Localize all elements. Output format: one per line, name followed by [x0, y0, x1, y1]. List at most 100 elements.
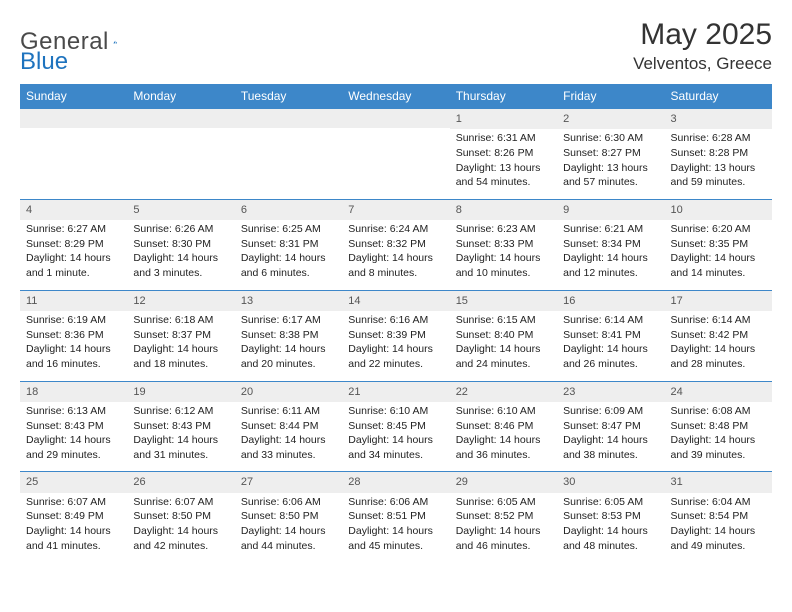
day-body: Sunrise: 6:30 AMSunset: 8:27 PMDaylight:… — [557, 129, 664, 199]
day-body: Sunrise: 6:07 AMSunset: 8:50 PMDaylight:… — [127, 493, 234, 563]
sunrise-text: Sunrise: 6:26 AM — [133, 223, 228, 237]
sunset-text: Sunset: 8:31 PM — [241, 238, 336, 252]
day-number: 16 — [557, 291, 664, 311]
sunrise-text: Sunrise: 6:19 AM — [26, 314, 121, 328]
daylight-text-1: Daylight: 14 hours — [671, 434, 766, 448]
sunrise-text: Sunrise: 6:08 AM — [671, 405, 766, 419]
sunrise-text: Sunrise: 6:25 AM — [241, 223, 336, 237]
month-title: May 2025 — [633, 18, 772, 52]
daylight-text-1: Daylight: 14 hours — [241, 252, 336, 266]
day-number: 1 — [450, 109, 557, 129]
day-number: 21 — [342, 382, 449, 402]
daylight-text-2: and 3 minutes. — [133, 267, 228, 281]
day-number: 10 — [665, 200, 772, 220]
weekday-header: Monday — [127, 84, 234, 109]
day-body: Sunrise: 6:20 AMSunset: 8:35 PMDaylight:… — [665, 220, 772, 290]
calendar-day-cell: 28Sunrise: 6:06 AMSunset: 8:51 PMDayligh… — [342, 472, 449, 562]
calendar-day-cell: 27Sunrise: 6:06 AMSunset: 8:50 PMDayligh… — [235, 472, 342, 562]
sunrise-text: Sunrise: 6:14 AM — [671, 314, 766, 328]
day-body: Sunrise: 6:26 AMSunset: 8:30 PMDaylight:… — [127, 220, 234, 290]
day-body: Sunrise: 6:19 AMSunset: 8:36 PMDaylight:… — [20, 311, 127, 381]
day-number: 23 — [557, 382, 664, 402]
day-number: 24 — [665, 382, 772, 402]
daylight-text-2: and 6 minutes. — [241, 267, 336, 281]
daylight-text-1: Daylight: 14 hours — [241, 525, 336, 539]
daylight-text-2: and 12 minutes. — [563, 267, 658, 281]
weekday-header: Thursday — [450, 84, 557, 109]
calendar-day-cell: 14Sunrise: 6:16 AMSunset: 8:39 PMDayligh… — [342, 290, 449, 381]
daylight-text-2: and 42 minutes. — [133, 540, 228, 554]
sunrise-text: Sunrise: 6:07 AM — [133, 496, 228, 510]
sunrise-text: Sunrise: 6:20 AM — [671, 223, 766, 237]
day-body: Sunrise: 6:25 AMSunset: 8:31 PMDaylight:… — [235, 220, 342, 290]
daylight-text-1: Daylight: 14 hours — [133, 343, 228, 357]
day-body: Sunrise: 6:08 AMSunset: 8:48 PMDaylight:… — [665, 402, 772, 472]
sunset-text: Sunset: 8:44 PM — [241, 420, 336, 434]
day-number: 5 — [127, 200, 234, 220]
day-number: 15 — [450, 291, 557, 311]
daylight-text-2: and 22 minutes. — [348, 358, 443, 372]
sunset-text: Sunset: 8:49 PM — [26, 510, 121, 524]
daylight-text-1: Daylight: 14 hours — [348, 434, 443, 448]
sunset-text: Sunset: 8:45 PM — [348, 420, 443, 434]
sunset-text: Sunset: 8:38 PM — [241, 329, 336, 343]
day-number: 8 — [450, 200, 557, 220]
sunrise-text: Sunrise: 6:04 AM — [671, 496, 766, 510]
daylight-text-1: Daylight: 14 hours — [348, 252, 443, 266]
calendar-day-cell: 29Sunrise: 6:05 AMSunset: 8:52 PMDayligh… — [450, 472, 557, 562]
calendar-day-cell: 15Sunrise: 6:15 AMSunset: 8:40 PMDayligh… — [450, 290, 557, 381]
daylight-text-1: Daylight: 14 hours — [241, 343, 336, 357]
sunset-text: Sunset: 8:47 PM — [563, 420, 658, 434]
sunset-text: Sunset: 8:48 PM — [671, 420, 766, 434]
sunrise-text: Sunrise: 6:17 AM — [241, 314, 336, 328]
daylight-text-2: and 24 minutes. — [456, 358, 551, 372]
sunset-text: Sunset: 8:41 PM — [563, 329, 658, 343]
calendar-day-cell: 1Sunrise: 6:31 AMSunset: 8:26 PMDaylight… — [450, 109, 557, 200]
calendar-week-row: 4Sunrise: 6:27 AMSunset: 8:29 PMDaylight… — [20, 199, 772, 290]
calendar-week-row: 1Sunrise: 6:31 AMSunset: 8:26 PMDaylight… — [20, 109, 772, 200]
day-number: 20 — [235, 382, 342, 402]
weekday-header-row: Sunday Monday Tuesday Wednesday Thursday… — [20, 84, 772, 109]
calendar-day-cell: 16Sunrise: 6:14 AMSunset: 8:41 PMDayligh… — [557, 290, 664, 381]
sunset-text: Sunset: 8:40 PM — [456, 329, 551, 343]
calendar-week-row: 11Sunrise: 6:19 AMSunset: 8:36 PMDayligh… — [20, 290, 772, 381]
calendar-day-cell: 3Sunrise: 6:28 AMSunset: 8:28 PMDaylight… — [665, 109, 772, 200]
weekday-header: Wednesday — [342, 84, 449, 109]
sunset-text: Sunset: 8:42 PM — [671, 329, 766, 343]
sunset-text: Sunset: 8:52 PM — [456, 510, 551, 524]
daylight-text-2: and 54 minutes. — [456, 176, 551, 190]
sunrise-text: Sunrise: 6:27 AM — [26, 223, 121, 237]
sunset-text: Sunset: 8:54 PM — [671, 510, 766, 524]
day-number: 6 — [235, 200, 342, 220]
daylight-text-2: and 29 minutes. — [26, 449, 121, 463]
sunrise-text: Sunrise: 6:13 AM — [26, 405, 121, 419]
daylight-text-2: and 31 minutes. — [133, 449, 228, 463]
day-body: Sunrise: 6:12 AMSunset: 8:43 PMDaylight:… — [127, 402, 234, 472]
sunrise-text: Sunrise: 6:14 AM — [563, 314, 658, 328]
sunset-text: Sunset: 8:51 PM — [348, 510, 443, 524]
daylight-text-2: and 16 minutes. — [26, 358, 121, 372]
calendar-day-cell: 11Sunrise: 6:19 AMSunset: 8:36 PMDayligh… — [20, 290, 127, 381]
daylight-text-1: Daylight: 14 hours — [133, 434, 228, 448]
day-number: 30 — [557, 472, 664, 492]
sunset-text: Sunset: 8:50 PM — [133, 510, 228, 524]
calendar-day-cell — [235, 109, 342, 200]
daylight-text-2: and 57 minutes. — [563, 176, 658, 190]
calendar-day-cell — [342, 109, 449, 200]
day-body: Sunrise: 6:27 AMSunset: 8:29 PMDaylight:… — [20, 220, 127, 290]
daylight-text-2: and 14 minutes. — [671, 267, 766, 281]
sunrise-text: Sunrise: 6:07 AM — [26, 496, 121, 510]
day-body: Sunrise: 6:28 AMSunset: 8:28 PMDaylight:… — [665, 129, 772, 199]
day-number: 19 — [127, 382, 234, 402]
sunrise-text: Sunrise: 6:10 AM — [456, 405, 551, 419]
weekday-header: Saturday — [665, 84, 772, 109]
daylight-text-2: and 33 minutes. — [241, 449, 336, 463]
daylight-text-1: Daylight: 14 hours — [26, 434, 121, 448]
day-number: 2 — [557, 109, 664, 129]
calendar-day-cell: 9Sunrise: 6:21 AMSunset: 8:34 PMDaylight… — [557, 199, 664, 290]
day-body: Sunrise: 6:06 AMSunset: 8:51 PMDaylight:… — [342, 493, 449, 563]
sunset-text: Sunset: 8:36 PM — [26, 329, 121, 343]
weekday-header: Tuesday — [235, 84, 342, 109]
sunset-text: Sunset: 8:28 PM — [671, 147, 766, 161]
calendar-day-cell: 8Sunrise: 6:23 AMSunset: 8:33 PMDaylight… — [450, 199, 557, 290]
